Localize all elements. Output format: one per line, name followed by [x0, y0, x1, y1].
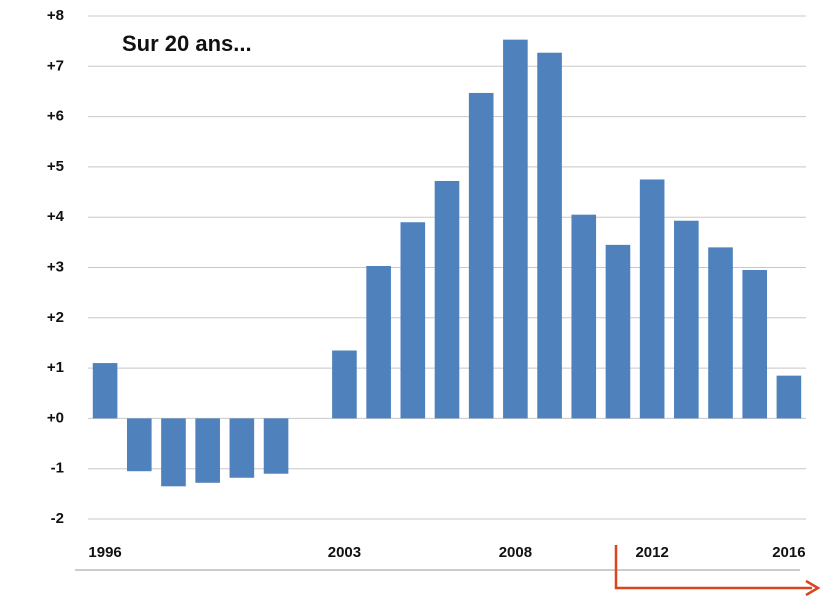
- y-tick-label: +0: [47, 409, 64, 426]
- y-tick-label: -1: [51, 460, 64, 477]
- bar: [503, 39, 528, 419]
- y-tick-label: -2: [51, 510, 64, 527]
- annotation: Sur 20 ans...: [122, 31, 252, 56]
- arrow: [614, 545, 812, 590]
- x-tick-label: 2012: [635, 544, 668, 561]
- bar: [742, 270, 768, 419]
- arrow-head: [805, 579, 821, 597]
- y-tick-label: +6: [47, 108, 64, 125]
- bar: [195, 418, 220, 483]
- bar: [332, 350, 357, 419]
- bar: [468, 92, 494, 419]
- bar: [537, 52, 562, 419]
- bar: [366, 265, 391, 419]
- y-tick-label: +8: [47, 7, 64, 24]
- y-tick-label: +5: [47, 158, 64, 175]
- y-tick-label: +2: [47, 309, 64, 326]
- bar: [639, 179, 665, 419]
- bar: [126, 418, 152, 472]
- y-tick-label: +3: [47, 258, 64, 275]
- bar: [92, 363, 118, 419]
- y-tick-label: +4: [47, 208, 65, 225]
- bar: [161, 418, 186, 487]
- bar: [263, 418, 289, 474]
- x-tick-label: 2003: [328, 544, 361, 561]
- y-tick-label: +1: [47, 359, 64, 376]
- bar: [605, 244, 631, 419]
- bar: [674, 220, 699, 419]
- bar: [708, 247, 733, 419]
- bar: [229, 418, 255, 478]
- x-tick-label: 2008: [499, 544, 532, 561]
- x-tick-label: 1996: [88, 544, 121, 561]
- bar: [571, 214, 597, 419]
- y-tick-label: +7: [47, 57, 64, 74]
- bar: [434, 180, 460, 419]
- bar: [400, 222, 426, 419]
- bar: [776, 375, 802, 419]
- x-tick-label: 2016: [772, 544, 805, 561]
